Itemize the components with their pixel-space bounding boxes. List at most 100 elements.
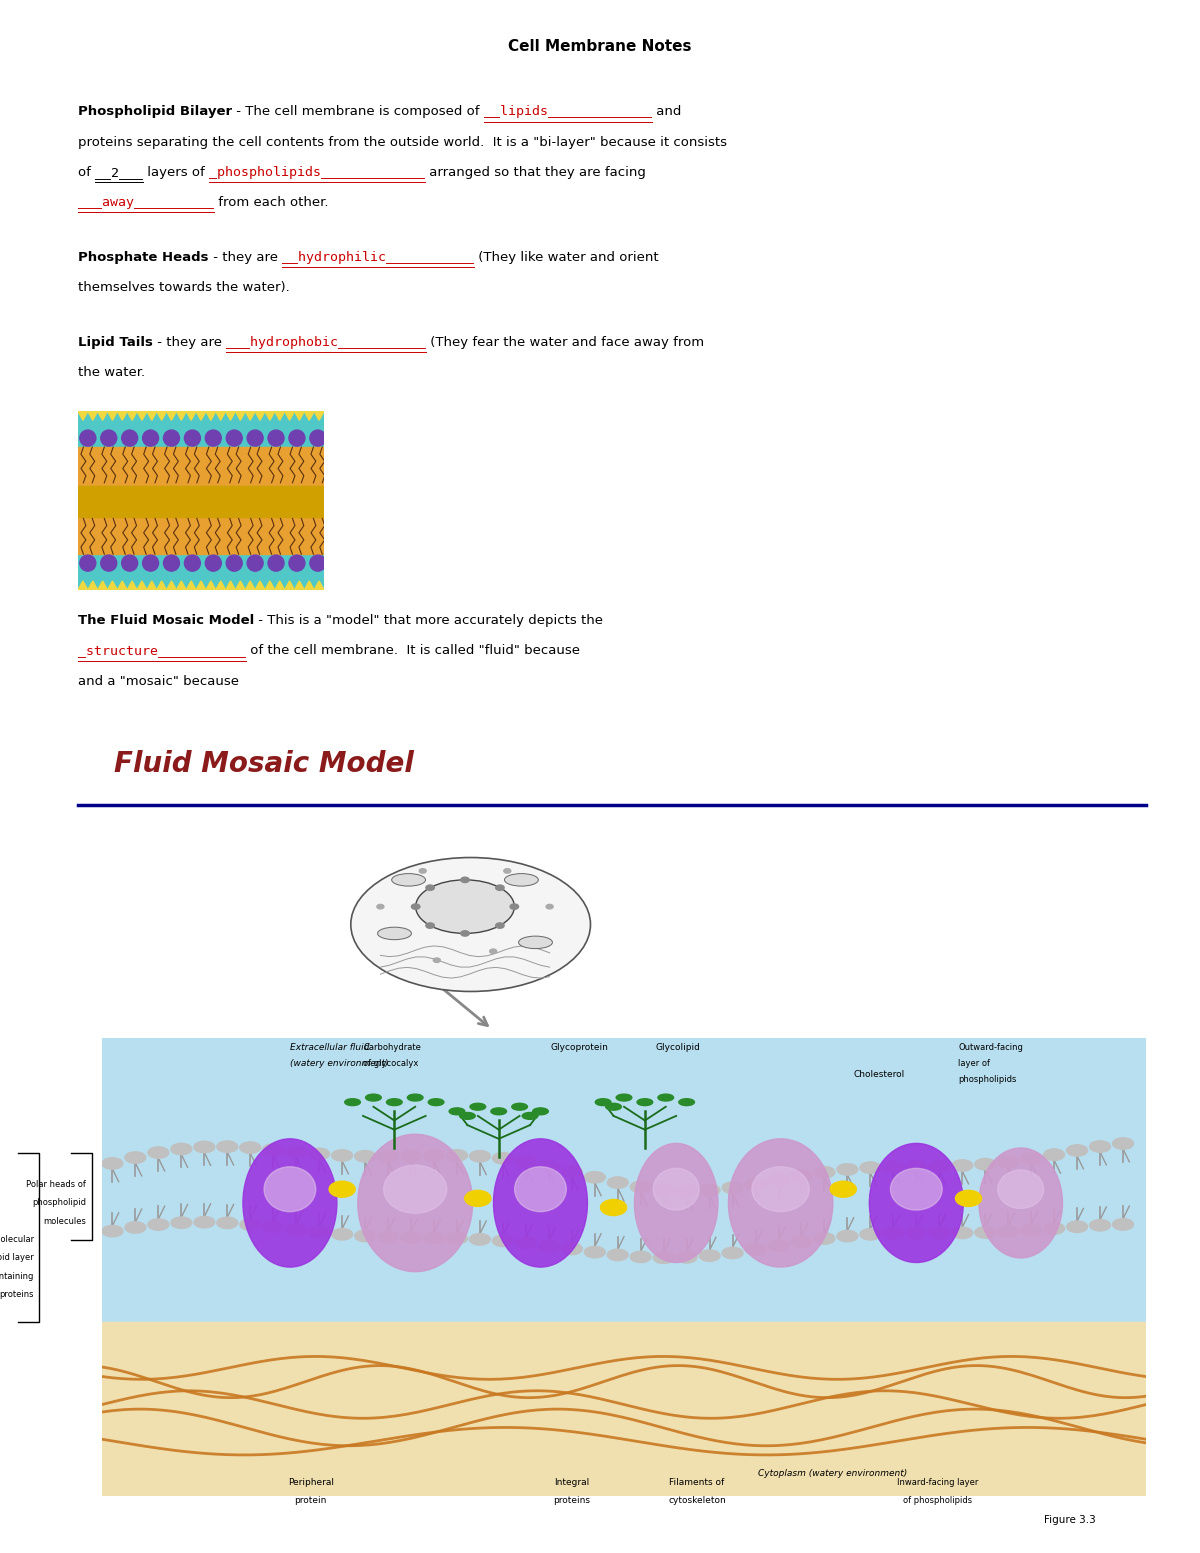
Ellipse shape bbox=[607, 1177, 628, 1188]
Ellipse shape bbox=[433, 958, 440, 963]
Ellipse shape bbox=[125, 1152, 146, 1163]
Ellipse shape bbox=[728, 1138, 833, 1267]
Ellipse shape bbox=[929, 1160, 949, 1173]
Ellipse shape bbox=[791, 1169, 812, 1182]
Polygon shape bbox=[108, 412, 118, 421]
Ellipse shape bbox=[163, 554, 180, 572]
Ellipse shape bbox=[240, 1141, 260, 1154]
Ellipse shape bbox=[539, 1160, 559, 1173]
Ellipse shape bbox=[539, 1241, 559, 1252]
Ellipse shape bbox=[890, 1168, 942, 1210]
Text: and: and bbox=[652, 106, 682, 118]
Text: - they are: - they are bbox=[152, 335, 226, 348]
Ellipse shape bbox=[377, 904, 384, 909]
Ellipse shape bbox=[546, 904, 553, 909]
Text: of: of bbox=[78, 166, 95, 179]
Ellipse shape bbox=[424, 1232, 444, 1244]
Ellipse shape bbox=[469, 1151, 491, 1162]
Polygon shape bbox=[206, 581, 216, 590]
Ellipse shape bbox=[170, 1218, 192, 1228]
Ellipse shape bbox=[163, 430, 180, 446]
Text: Filaments of: Filaments of bbox=[670, 1478, 725, 1486]
Ellipse shape bbox=[745, 1179, 766, 1190]
Polygon shape bbox=[157, 412, 167, 421]
Polygon shape bbox=[97, 412, 108, 421]
Ellipse shape bbox=[836, 1230, 858, 1242]
Ellipse shape bbox=[522, 1112, 538, 1120]
Polygon shape bbox=[305, 412, 314, 421]
Polygon shape bbox=[146, 581, 157, 590]
Ellipse shape bbox=[289, 554, 305, 572]
Ellipse shape bbox=[378, 1232, 398, 1242]
Ellipse shape bbox=[722, 1247, 743, 1258]
Ellipse shape bbox=[170, 1143, 192, 1155]
Text: containing: containing bbox=[0, 1272, 34, 1281]
Ellipse shape bbox=[955, 1190, 982, 1207]
Ellipse shape bbox=[653, 1252, 674, 1264]
Text: from each other.: from each other. bbox=[214, 196, 329, 210]
Ellipse shape bbox=[584, 1247, 605, 1258]
Ellipse shape bbox=[331, 1149, 353, 1162]
Polygon shape bbox=[196, 581, 206, 590]
Ellipse shape bbox=[722, 1182, 743, 1193]
Ellipse shape bbox=[415, 881, 515, 933]
Text: __hydrophilic___________: __hydrophilic___________ bbox=[282, 250, 474, 264]
Ellipse shape bbox=[1067, 1145, 1087, 1155]
Text: (They fear the water and face away from: (They fear the water and face away from bbox=[426, 335, 704, 348]
Ellipse shape bbox=[384, 1165, 446, 1213]
Ellipse shape bbox=[378, 927, 412, 940]
Ellipse shape bbox=[700, 1185, 720, 1196]
Ellipse shape bbox=[511, 1103, 528, 1110]
Text: _structure___________: _structure___________ bbox=[78, 644, 246, 657]
Ellipse shape bbox=[310, 430, 326, 446]
Ellipse shape bbox=[240, 1219, 260, 1230]
Text: Extracellular fluid: Extracellular fluid bbox=[290, 1042, 370, 1051]
Ellipse shape bbox=[997, 1155, 1019, 1168]
Ellipse shape bbox=[533, 1107, 548, 1115]
Text: Glycoprotein: Glycoprotein bbox=[551, 1042, 608, 1051]
Ellipse shape bbox=[355, 1151, 376, 1162]
Text: proteins separating the cell contents from the outside world.  It is a "bi-layer: proteins separating the cell contents fr… bbox=[78, 135, 727, 149]
Text: Inward-facing layer: Inward-facing layer bbox=[896, 1478, 978, 1486]
Polygon shape bbox=[146, 412, 157, 421]
Ellipse shape bbox=[426, 885, 434, 890]
Bar bbox=[102, 1037, 1146, 1322]
Text: Figure 3.3: Figure 3.3 bbox=[1044, 1514, 1096, 1525]
Ellipse shape bbox=[308, 1148, 330, 1160]
Ellipse shape bbox=[148, 1219, 169, 1230]
Ellipse shape bbox=[791, 1236, 812, 1247]
Polygon shape bbox=[127, 412, 137, 421]
Ellipse shape bbox=[355, 1230, 376, 1241]
Ellipse shape bbox=[814, 1166, 835, 1177]
Ellipse shape bbox=[242, 1138, 337, 1267]
Ellipse shape bbox=[101, 430, 116, 446]
Text: Lipid Tails: Lipid Tails bbox=[78, 335, 152, 348]
Text: (They like water and orient: (They like water and orient bbox=[474, 250, 659, 264]
Polygon shape bbox=[88, 412, 97, 421]
Ellipse shape bbox=[653, 1183, 674, 1196]
Ellipse shape bbox=[401, 1151, 421, 1162]
Ellipse shape bbox=[491, 1107, 506, 1115]
Ellipse shape bbox=[492, 1235, 514, 1247]
Bar bbox=[78, 447, 324, 486]
Ellipse shape bbox=[205, 554, 221, 572]
Ellipse shape bbox=[677, 1252, 697, 1263]
Polygon shape bbox=[226, 412, 235, 421]
Polygon shape bbox=[196, 412, 206, 421]
Ellipse shape bbox=[1067, 1221, 1087, 1233]
Text: cytoskeleton: cytoskeleton bbox=[668, 1497, 726, 1505]
Polygon shape bbox=[256, 412, 265, 421]
Ellipse shape bbox=[268, 554, 284, 572]
Ellipse shape bbox=[247, 430, 263, 446]
Polygon shape bbox=[186, 581, 196, 590]
Ellipse shape bbox=[1044, 1149, 1064, 1160]
Ellipse shape bbox=[424, 1149, 444, 1162]
Ellipse shape bbox=[217, 1141, 238, 1152]
Text: Peripheral: Peripheral bbox=[288, 1478, 334, 1486]
Ellipse shape bbox=[584, 1171, 605, 1183]
Ellipse shape bbox=[185, 430, 200, 446]
Ellipse shape bbox=[658, 1095, 673, 1101]
Text: (watery environment): (watery environment) bbox=[290, 1059, 389, 1067]
Polygon shape bbox=[284, 581, 294, 590]
Ellipse shape bbox=[883, 1162, 904, 1173]
